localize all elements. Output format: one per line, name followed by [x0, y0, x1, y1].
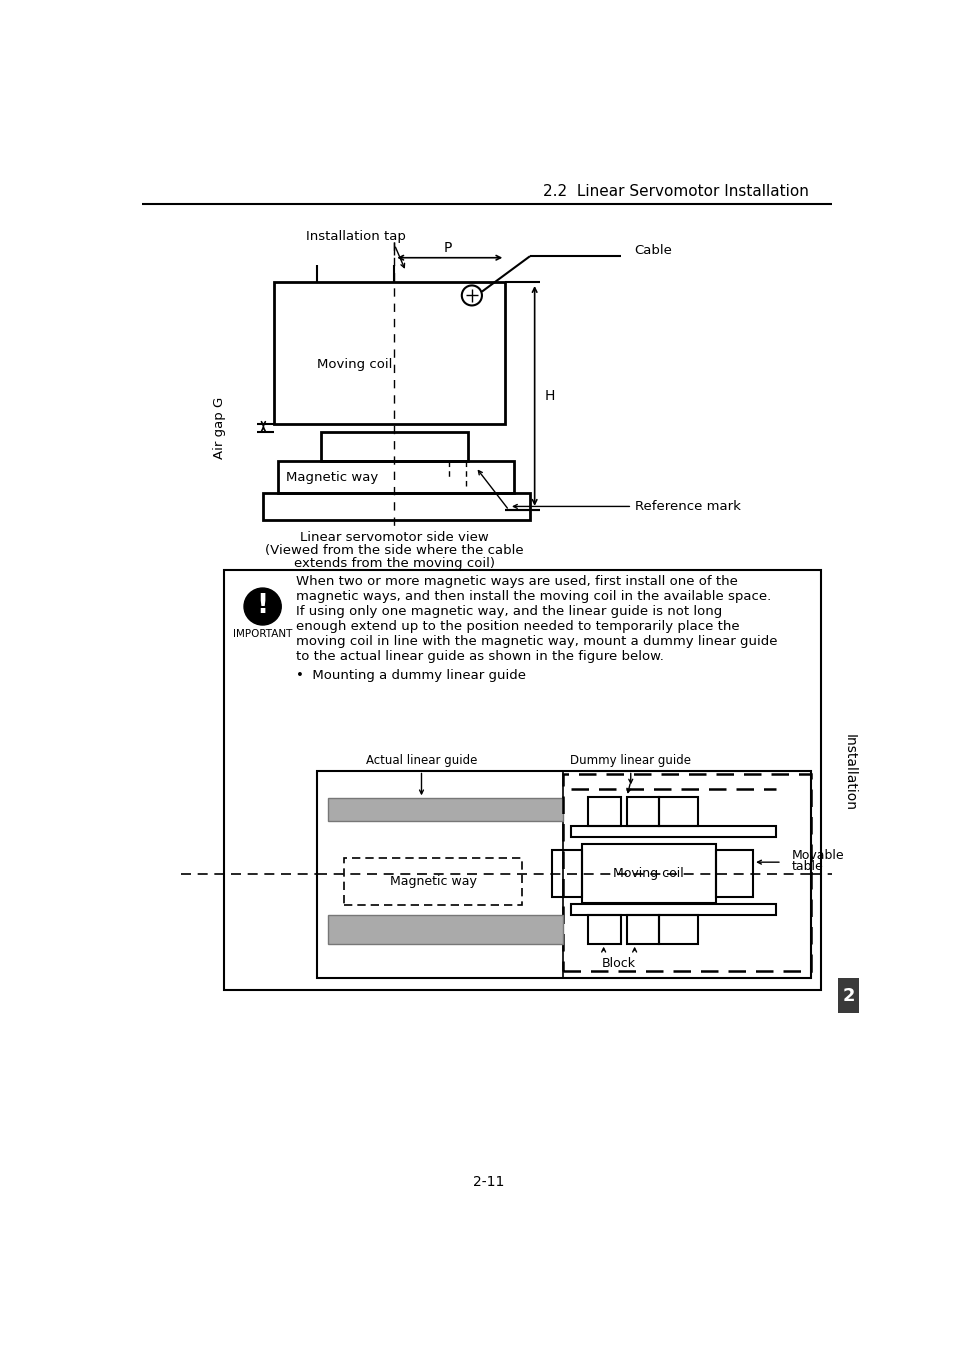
Bar [626, 914, 659, 944]
Text: H: H [544, 389, 555, 403]
Circle shape [244, 588, 281, 625]
Bar [571, 903, 776, 914]
Bar [562, 775, 810, 971]
Text: Dummy linear guide: Dummy linear guide [570, 754, 691, 767]
Bar [344, 857, 521, 906]
Text: Air gap G: Air gap G [213, 396, 226, 460]
Bar [328, 798, 562, 822]
Text: 2-11: 2-11 [473, 1175, 504, 1188]
Text: Block: Block [601, 957, 636, 971]
Text: Magnetic way: Magnetic way [286, 470, 377, 484]
Text: 2.2  Linear Servomotor Installation: 2.2 Linear Servomotor Installation [542, 184, 808, 199]
Text: Cable: Cable [634, 243, 672, 257]
Text: extends from the moving coil): extends from the moving coil) [294, 557, 495, 571]
Bar [587, 914, 620, 944]
Text: When two or more magnetic ways are used, first install one of the: When two or more magnetic ways are used,… [295, 575, 737, 588]
Text: P: P [443, 242, 452, 256]
Text: Moving coil: Moving coil [316, 358, 392, 370]
Bar [838, 979, 858, 1013]
Text: If using only one magnetic way, and the linear guide is not long: If using only one magnetic way, and the … [295, 604, 721, 618]
Bar [587, 796, 620, 826]
Bar [224, 571, 820, 990]
Text: to the actual linear guide as shown in the figure below.: to the actual linear guide as shown in t… [295, 650, 663, 662]
Bar [262, 493, 530, 519]
Text: moving coil in line with the magnetic way, mount a dummy linear guide: moving coil in line with the magnetic wa… [295, 634, 777, 648]
Text: 2: 2 [841, 987, 854, 1005]
Text: Reference mark: Reference mark [634, 500, 740, 512]
Text: (Viewed from the side where the cable: (Viewed from the side where the cable [265, 544, 523, 557]
Text: magnetic ways, and then install the moving coil in the available space.: magnetic ways, and then install the movi… [295, 589, 770, 603]
Bar [716, 850, 753, 896]
Text: Magnetic way: Magnetic way [389, 875, 476, 888]
Text: Installation tap: Installation tap [305, 230, 405, 243]
Bar [278, 461, 514, 493]
Text: IMPORTANT: IMPORTANT [233, 629, 292, 639]
Text: •  Mounting a dummy linear guide: • Mounting a dummy linear guide [295, 668, 525, 681]
Text: enough extend up to the position needed to temporarily place the: enough extend up to the position needed … [295, 619, 739, 633]
Bar [659, 796, 698, 826]
Bar [659, 914, 698, 944]
Text: Linear servomotor side view: Linear servomotor side view [299, 531, 488, 544]
Bar [274, 281, 505, 425]
Text: table: table [791, 860, 822, 873]
Text: Installation: Installation [842, 734, 856, 811]
Bar [571, 826, 776, 837]
Text: Movable: Movable [791, 849, 843, 861]
Bar [552, 850, 581, 896]
Bar [626, 796, 659, 826]
Bar [316, 771, 810, 979]
Text: Actual linear guide: Actual linear guide [365, 754, 476, 767]
Text: Moving coil: Moving coil [613, 867, 683, 880]
Text: !: ! [256, 592, 269, 619]
Bar [581, 844, 716, 903]
Bar [320, 431, 468, 461]
Bar [328, 914, 562, 944]
